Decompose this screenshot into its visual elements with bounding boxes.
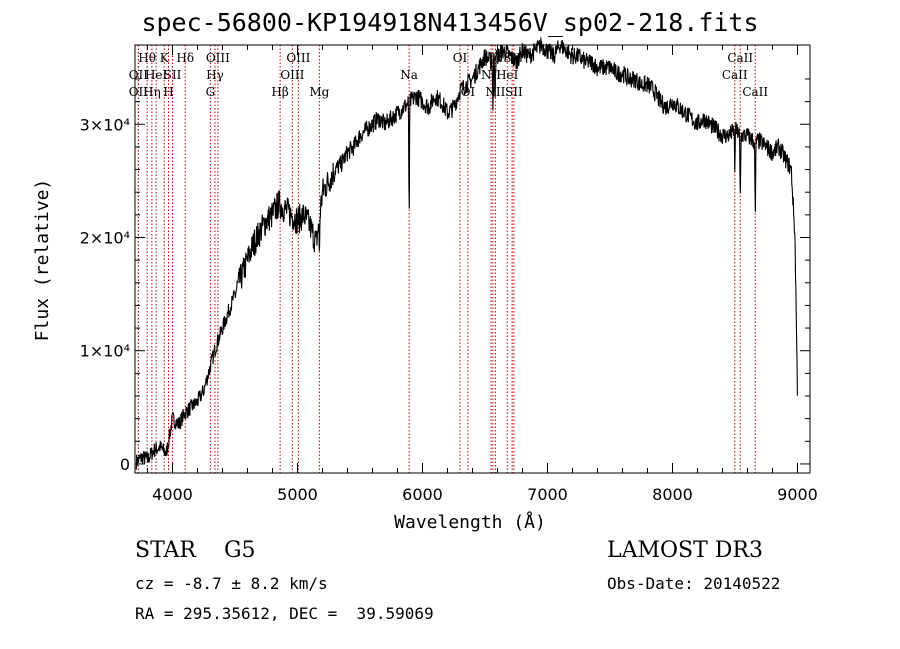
line-marker-label: CaII bbox=[727, 51, 753, 65]
flux-series bbox=[135, 37, 798, 470]
x-tick-label: 5000 bbox=[277, 485, 318, 504]
line-marker-label: OIII bbox=[286, 51, 310, 65]
x-tick-label: 9000 bbox=[777, 485, 818, 504]
x-tick-label: 7000 bbox=[527, 485, 568, 504]
plot-frame bbox=[134, 44, 811, 474]
line-marker-label: OIII bbox=[280, 68, 304, 82]
line-marker-label: OI bbox=[453, 51, 468, 65]
line-marker-label: OII bbox=[129, 68, 149, 82]
line-marker-label: NII bbox=[485, 85, 505, 99]
line-marker-label: HeI bbox=[145, 68, 168, 82]
y-tick-label: 0 bbox=[120, 455, 130, 474]
line-marker-label: SII bbox=[503, 51, 521, 65]
line-marker-label: OII bbox=[129, 85, 149, 99]
y-axis-label: Flux (relative) bbox=[32, 179, 53, 342]
line-marker-label: Mg bbox=[309, 85, 329, 99]
line-marker-label: Hη bbox=[143, 85, 161, 99]
line-markers bbox=[137, 45, 756, 473]
spectrum-plot: 4000 5000 6000 7000 8000 9000 0 1×10⁴ 2×10⁴ 3×10⁴… bbox=[32, 37, 818, 533]
line-marker-label: CaII bbox=[742, 85, 768, 99]
observation-date: Obs-Date: 20140522 bbox=[607, 574, 781, 593]
line-marker-label: CaII bbox=[722, 68, 748, 82]
x-tick-label: 4000 bbox=[152, 485, 193, 504]
coordinates: RA = 295.35612, DEC = 39.59069 bbox=[135, 604, 434, 623]
line-marker-label: NII bbox=[481, 68, 501, 82]
x-tick-label: 6000 bbox=[402, 485, 443, 504]
chart-title: spec-56800-KP194918N413456V_sp02-218.fit… bbox=[141, 8, 759, 37]
line-marker-label: Hγ bbox=[206, 68, 224, 82]
x-axis-label: Wavelength (Å) bbox=[394, 511, 546, 533]
object-type: STAR G5 bbox=[135, 538, 256, 563]
line-marker-label: OI bbox=[461, 85, 476, 99]
marker-labels: OII OII Hθ Hη HeI K H SII Hδ G Hγ OIII Hβ OIII OIII Mg N… bbox=[129, 51, 769, 99]
redshift-readout: cz = -8.7 ± 8.2 km/s bbox=[135, 574, 328, 593]
line-marker-label: Na bbox=[400, 68, 418, 82]
line-marker-label: Hδ bbox=[176, 51, 194, 65]
line-marker-label: H bbox=[163, 85, 173, 99]
line-marker-label: Hθ bbox=[138, 51, 156, 65]
flux-line bbox=[135, 37, 798, 470]
line-marker-label: HeI bbox=[496, 68, 519, 82]
line-marker-label: Hβ bbox=[271, 85, 288, 99]
line-marker-label: Hα bbox=[484, 51, 503, 65]
y-tick-label: 1×10⁴ bbox=[80, 342, 130, 361]
line-marker-label: SII bbox=[505, 85, 523, 99]
line-marker-label: G bbox=[206, 85, 216, 99]
y-tick-label: 3×10⁴ bbox=[80, 115, 130, 134]
x-tick-label: 8000 bbox=[652, 485, 693, 504]
y-tick-label: 2×10⁴ bbox=[80, 228, 130, 247]
axes: 4000 5000 6000 7000 8000 9000 0 1×10⁴ 2×10⁴ 3×10⁴ bbox=[80, 44, 818, 504]
line-marker-label: OIII bbox=[206, 51, 230, 65]
line-marker-label: K bbox=[160, 51, 170, 65]
line-marker-label: SII bbox=[164, 68, 182, 82]
survey-name: LAMOST DR3 bbox=[607, 538, 763, 563]
